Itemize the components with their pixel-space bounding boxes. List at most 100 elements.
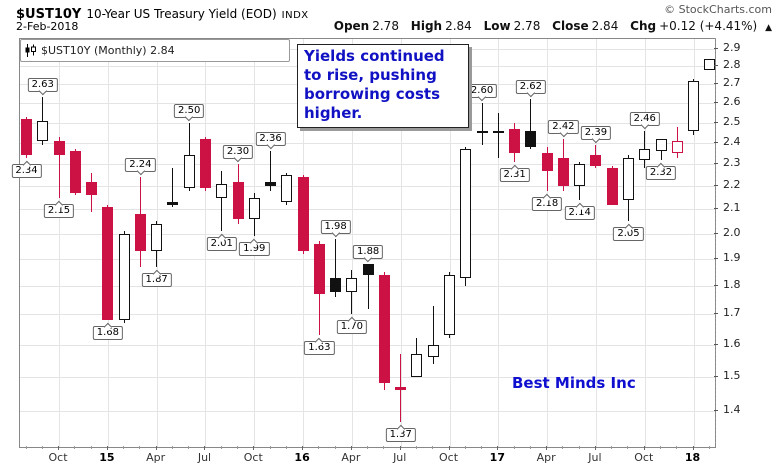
- price-callout: 1.98: [320, 219, 351, 234]
- price-callout: 1.68: [92, 326, 123, 341]
- y-axis-tick-label: 1.5: [723, 368, 741, 382]
- x-axis-tick: [204, 446, 206, 450]
- candle-body: [134, 214, 146, 252]
- x-axis-minor-tick: [139, 446, 141, 449]
- y-axis-tick-label: 1.8: [723, 277, 741, 291]
- annotation-line: Yields continued: [304, 47, 445, 65]
- x-axis-minor-tick: [74, 446, 76, 449]
- candle-body: [118, 233, 130, 321]
- x-axis-minor-tick: [269, 446, 271, 449]
- x-axis-minor-tick: [237, 446, 238, 449]
- gridline-horizontal: [20, 411, 715, 412]
- x-axis-minor-tick: [220, 446, 222, 449]
- price-callout: 2.01: [206, 237, 237, 252]
- price-callout: 2.50: [174, 103, 205, 118]
- x-axis-tick: [546, 446, 548, 450]
- x-axis-tick: [106, 446, 108, 450]
- y-axis-tick-label: 2.6: [723, 95, 741, 109]
- candle-body: [476, 130, 488, 133]
- price-callout: 2.31: [499, 167, 530, 182]
- candle-body: [281, 174, 293, 203]
- gridline-horizontal: [20, 209, 715, 211]
- price-callout: 2.05: [613, 227, 644, 242]
- y-axis-tick: [714, 343, 718, 345]
- candle-wick: [172, 168, 174, 207]
- y-axis-tick: [714, 141, 718, 143]
- gridline-horizontal: [20, 285, 715, 287]
- candle-body: [265, 181, 277, 187]
- x-axis-tick: [155, 446, 157, 450]
- y-axis-tick-label: 2.7: [723, 76, 741, 90]
- x-axis-minor-tick: [285, 446, 287, 449]
- low-value: 2.78: [513, 19, 541, 33]
- y-axis-tick: [714, 163, 718, 165]
- candle-body: [395, 386, 407, 391]
- candle-wick: [335, 238, 337, 298]
- x-axis-tick-label: 18: [684, 451, 701, 464]
- y-axis-ruler: [715, 38, 716, 446]
- candle-body: [704, 59, 716, 70]
- gridline-vertical: [547, 39, 549, 447]
- price-callout: 2.62: [515, 80, 546, 95]
- y-axis-tick: [714, 232, 718, 234]
- quote-date: 2-Feb-2018: [16, 20, 79, 33]
- candle-wick: [530, 99, 532, 150]
- y-axis-tick-label: 2.9: [723, 40, 741, 54]
- x-axis-tick: [692, 446, 694, 450]
- x-axis-minor-tick: [660, 446, 662, 449]
- price-callout: 2.39: [580, 125, 612, 140]
- x-axis-tick-label: Apr: [341, 451, 361, 464]
- x-axis-tick-label: 16: [294, 451, 310, 464]
- x-axis-minor-tick: [367, 446, 369, 449]
- candle-body: [37, 120, 49, 141]
- exchange-tag: INDX: [281, 10, 309, 21]
- candle-body: [688, 80, 700, 131]
- candle-body: [655, 138, 667, 152]
- chart-header: $UST10Y 10-Year US Treasury Yield (EOD) IN…: [16, 3, 309, 22]
- price-callout: 1.99: [239, 242, 270, 257]
- price-callout: 2.14: [564, 205, 595, 220]
- x-axis-tick-label: 17: [489, 451, 505, 464]
- candle-body: [606, 168, 618, 205]
- x-axis-tick-label: Apr: [536, 451, 556, 464]
- y-axis-tick: [714, 65, 718, 67]
- gridline-horizontal: [20, 142, 715, 144]
- gridline-vertical: [595, 39, 597, 447]
- y-axis-tick-label: 1.6: [723, 336, 741, 350]
- gridline-vertical: [693, 39, 695, 447]
- candle-body: [167, 202, 179, 205]
- candle-body: [525, 130, 537, 147]
- y-axis-tick-label: 2.0: [723, 225, 741, 239]
- candle-body: [639, 149, 651, 160]
- open-label: Open: [333, 19, 370, 33]
- y-axis-tick: [714, 185, 718, 187]
- candle-body: [183, 155, 195, 189]
- symbol: $UST10Y: [16, 7, 82, 22]
- stockcharts-copyright-link[interactable]: © StockCharts.com: [664, 3, 772, 16]
- y-axis-tick: [714, 83, 718, 85]
- candle-body: [622, 157, 634, 200]
- gridline-horizontal: [20, 344, 715, 346]
- x-axis-minor-tick: [188, 446, 190, 449]
- candle-body: [86, 181, 98, 196]
- gridline-horizontal: [20, 164, 715, 166]
- low-label: Low: [483, 19, 511, 33]
- candle-body: [248, 197, 260, 219]
- chart-plot-area: Best Minds Inc 2.34 2.63 2.15 1.68 2.24 1.87 2…: [11, 38, 716, 448]
- x-axis-tick-label: 15: [99, 451, 115, 464]
- candle-body: [557, 157, 569, 187]
- candle-body: [541, 153, 553, 171]
- candle-body: [53, 140, 65, 156]
- y-axis-tick-label: 1.7: [723, 306, 741, 320]
- high-label: High: [410, 19, 443, 33]
- y-axis-tick: [714, 410, 718, 411]
- price-callout: 2.60: [466, 84, 498, 99]
- x-axis-minor-tick: [318, 446, 320, 449]
- gridline-vertical: [498, 39, 500, 447]
- x-axis-tick-label: Jul: [588, 451, 602, 464]
- candle-body: [330, 277, 342, 292]
- price-callout: 2.34: [11, 163, 42, 178]
- gridline-vertical: [351, 39, 353, 447]
- y-axis-tick: [714, 284, 718, 286]
